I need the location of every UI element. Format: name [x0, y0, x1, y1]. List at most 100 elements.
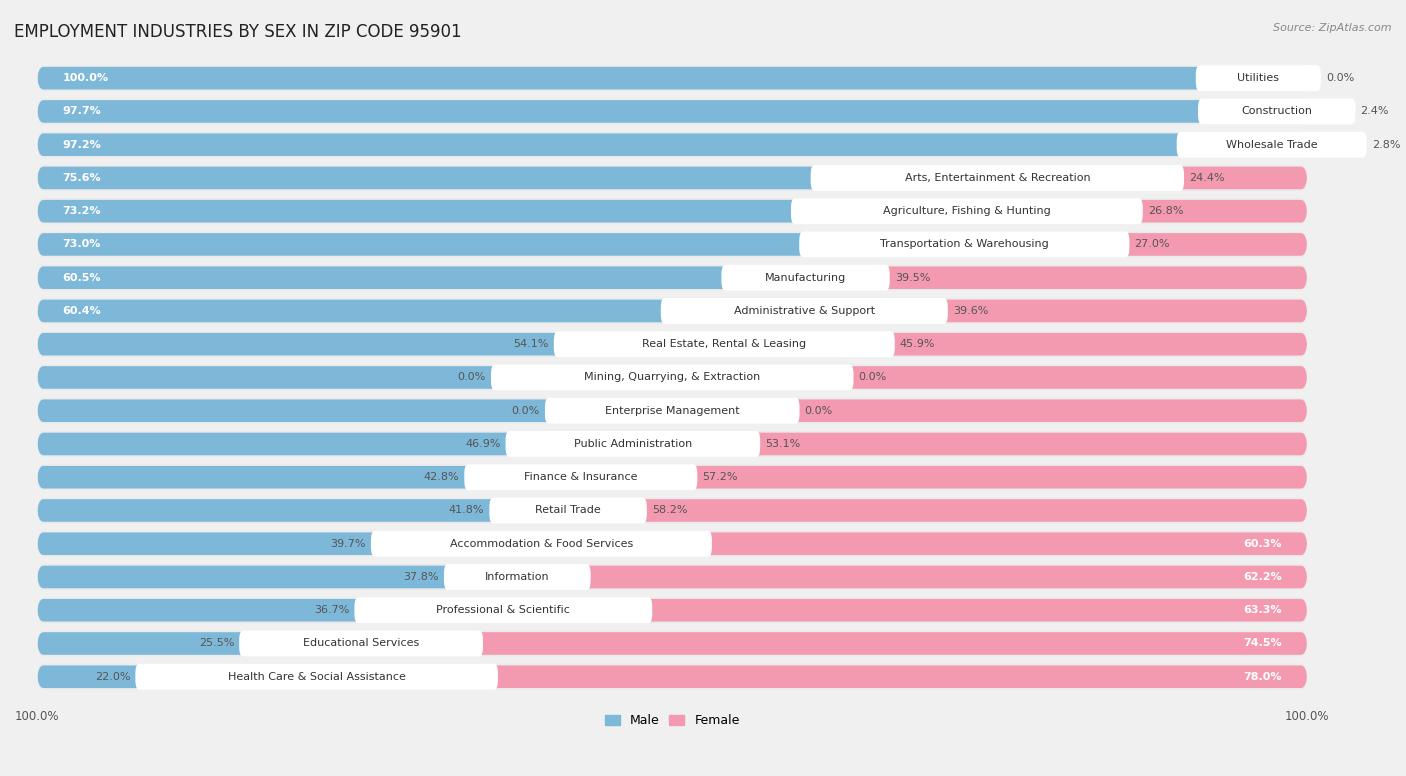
Text: 46.9%: 46.9%	[465, 439, 501, 449]
FancyBboxPatch shape	[724, 333, 1308, 355]
FancyBboxPatch shape	[354, 598, 652, 623]
Text: 39.5%: 39.5%	[894, 272, 931, 282]
Text: 57.2%: 57.2%	[703, 473, 738, 482]
Text: 26.8%: 26.8%	[1147, 206, 1184, 217]
Text: 62.2%: 62.2%	[1243, 572, 1282, 582]
Text: Administrative & Support: Administrative & Support	[734, 306, 875, 316]
FancyBboxPatch shape	[37, 365, 1308, 390]
Text: 39.7%: 39.7%	[330, 539, 366, 549]
FancyBboxPatch shape	[997, 167, 1308, 189]
FancyBboxPatch shape	[37, 300, 804, 322]
FancyBboxPatch shape	[37, 366, 672, 389]
FancyBboxPatch shape	[37, 532, 541, 555]
Text: Mining, Quarrying, & Extraction: Mining, Quarrying, & Extraction	[583, 372, 761, 383]
Text: 37.8%: 37.8%	[404, 572, 439, 582]
FancyBboxPatch shape	[37, 631, 1308, 656]
Text: 0.0%: 0.0%	[1326, 73, 1354, 83]
FancyBboxPatch shape	[581, 466, 1308, 489]
Text: 0.0%: 0.0%	[804, 406, 832, 416]
FancyBboxPatch shape	[806, 266, 1308, 289]
Text: 41.8%: 41.8%	[449, 505, 484, 515]
FancyBboxPatch shape	[37, 298, 1308, 324]
FancyBboxPatch shape	[37, 666, 316, 688]
Text: Manufacturing: Manufacturing	[765, 272, 846, 282]
Text: Finance & Insurance: Finance & Insurance	[524, 473, 637, 482]
FancyBboxPatch shape	[316, 666, 1308, 688]
Text: 27.0%: 27.0%	[1135, 240, 1170, 249]
FancyBboxPatch shape	[792, 198, 1143, 224]
FancyBboxPatch shape	[37, 99, 1308, 124]
FancyBboxPatch shape	[37, 531, 1308, 556]
Text: 60.3%: 60.3%	[1243, 539, 1282, 549]
FancyBboxPatch shape	[37, 499, 568, 521]
FancyBboxPatch shape	[568, 499, 1308, 521]
Text: Wholesale Trade: Wholesale Trade	[1226, 140, 1317, 150]
FancyBboxPatch shape	[37, 165, 1308, 191]
FancyBboxPatch shape	[37, 266, 806, 289]
FancyBboxPatch shape	[37, 599, 503, 622]
Text: 24.4%: 24.4%	[1189, 173, 1225, 183]
Text: 60.5%: 60.5%	[63, 272, 101, 282]
FancyBboxPatch shape	[37, 398, 1308, 424]
Legend: Male, Female: Male, Female	[600, 709, 745, 733]
Text: Arts, Entertainment & Recreation: Arts, Entertainment & Recreation	[904, 173, 1090, 183]
FancyBboxPatch shape	[811, 165, 1184, 191]
FancyBboxPatch shape	[37, 598, 1308, 623]
FancyBboxPatch shape	[799, 231, 1129, 258]
Text: 2.4%: 2.4%	[1361, 106, 1389, 116]
Text: 97.7%: 97.7%	[63, 106, 101, 116]
Text: Professional & Scientific: Professional & Scientific	[436, 605, 571, 615]
FancyBboxPatch shape	[37, 497, 1308, 524]
Text: Health Care & Social Assistance: Health Care & Social Assistance	[228, 672, 405, 682]
Text: Information: Information	[485, 572, 550, 582]
FancyBboxPatch shape	[37, 331, 1308, 357]
FancyBboxPatch shape	[37, 466, 581, 489]
FancyBboxPatch shape	[503, 599, 1308, 622]
Text: 73.2%: 73.2%	[63, 206, 101, 217]
FancyBboxPatch shape	[37, 198, 1308, 224]
Text: 22.0%: 22.0%	[94, 672, 131, 682]
FancyBboxPatch shape	[464, 464, 697, 490]
Text: 54.1%: 54.1%	[513, 339, 548, 349]
Text: 45.9%: 45.9%	[900, 339, 935, 349]
Text: Transportation & Warehousing: Transportation & Warehousing	[880, 240, 1049, 249]
Text: Public Administration: Public Administration	[574, 439, 692, 449]
FancyBboxPatch shape	[554, 331, 894, 357]
Text: 0.0%: 0.0%	[512, 406, 540, 416]
FancyBboxPatch shape	[37, 132, 1308, 158]
FancyBboxPatch shape	[491, 365, 853, 390]
FancyBboxPatch shape	[1277, 100, 1308, 123]
FancyBboxPatch shape	[37, 133, 1271, 156]
FancyBboxPatch shape	[37, 431, 1308, 457]
FancyBboxPatch shape	[37, 333, 724, 355]
Text: 75.6%: 75.6%	[63, 173, 101, 183]
FancyBboxPatch shape	[135, 663, 498, 690]
Text: Real Estate, Rental & Leasing: Real Estate, Rental & Leasing	[643, 339, 807, 349]
FancyBboxPatch shape	[672, 366, 1308, 389]
Text: 42.8%: 42.8%	[423, 473, 460, 482]
FancyBboxPatch shape	[37, 464, 1308, 490]
Text: 97.2%: 97.2%	[63, 140, 101, 150]
FancyBboxPatch shape	[967, 200, 1308, 223]
FancyBboxPatch shape	[489, 497, 647, 524]
Text: 36.7%: 36.7%	[314, 605, 349, 615]
FancyBboxPatch shape	[37, 564, 1308, 590]
FancyBboxPatch shape	[239, 631, 484, 656]
FancyBboxPatch shape	[672, 400, 1308, 422]
Text: 74.5%: 74.5%	[1243, 639, 1282, 649]
Text: Retail Trade: Retail Trade	[536, 505, 600, 515]
FancyBboxPatch shape	[371, 531, 711, 556]
FancyBboxPatch shape	[37, 167, 997, 189]
FancyBboxPatch shape	[37, 100, 1277, 123]
FancyBboxPatch shape	[506, 431, 761, 457]
Text: 58.2%: 58.2%	[652, 505, 688, 515]
Text: Agriculture, Fishing & Hunting: Agriculture, Fishing & Hunting	[883, 206, 1050, 217]
FancyBboxPatch shape	[804, 300, 1308, 322]
FancyBboxPatch shape	[37, 200, 967, 223]
Text: Accommodation & Food Services: Accommodation & Food Services	[450, 539, 633, 549]
FancyBboxPatch shape	[517, 566, 1308, 588]
FancyBboxPatch shape	[541, 532, 1308, 555]
FancyBboxPatch shape	[37, 233, 965, 256]
FancyBboxPatch shape	[1198, 99, 1355, 124]
FancyBboxPatch shape	[661, 298, 948, 324]
